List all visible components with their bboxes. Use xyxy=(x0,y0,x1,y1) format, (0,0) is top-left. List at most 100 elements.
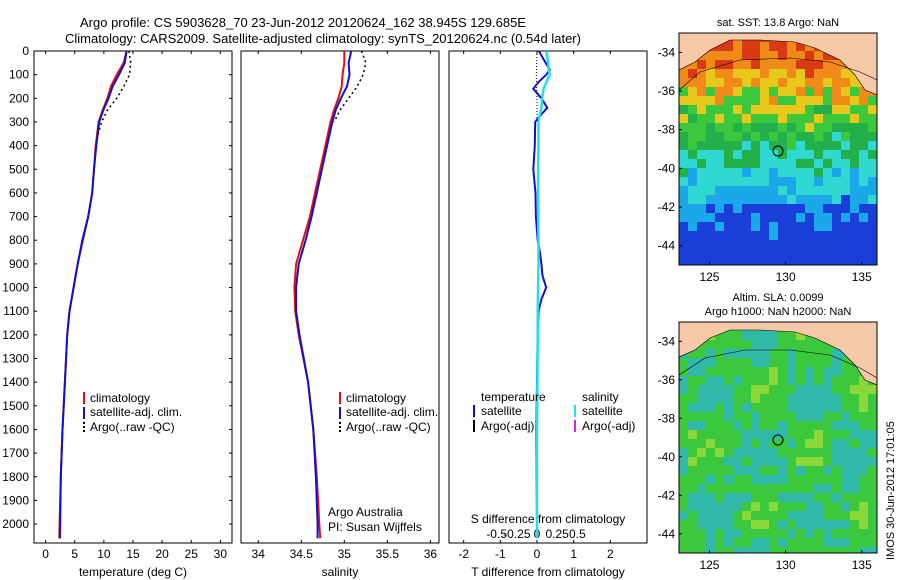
lat-tick-label: -42 xyxy=(658,200,676,214)
sla-cell xyxy=(706,457,716,467)
sla-cell xyxy=(769,538,779,548)
sla-cell xyxy=(787,439,797,449)
sst-cell xyxy=(841,141,851,151)
sla-cell xyxy=(679,421,689,431)
x-tick-label: 34 xyxy=(252,547,266,561)
sla-cell xyxy=(679,385,689,395)
sla-cell xyxy=(751,502,761,512)
sst-cell xyxy=(823,114,833,124)
sla-cell xyxy=(823,511,833,521)
sla-cell xyxy=(760,358,770,368)
sla-cell xyxy=(868,493,877,503)
sst-cell xyxy=(724,42,734,52)
sst-cell xyxy=(688,222,698,232)
sla-cell xyxy=(760,349,770,359)
sst-cell xyxy=(751,177,761,187)
sla-cell xyxy=(679,529,689,539)
sla-cell xyxy=(706,520,716,530)
sla-cell xyxy=(814,457,824,467)
sst-cell xyxy=(679,222,689,232)
sla-cell xyxy=(697,349,707,359)
sst-cell xyxy=(769,168,779,178)
sla-cell xyxy=(733,412,743,422)
sla-cell xyxy=(823,538,833,548)
sst-cell xyxy=(742,249,752,259)
sla-cell xyxy=(688,439,698,449)
sla-cell xyxy=(742,457,752,467)
sla-cell xyxy=(823,403,833,413)
sla-cell xyxy=(832,412,842,422)
sla-cell xyxy=(706,403,716,413)
sst-cell xyxy=(742,114,752,124)
sla-cell xyxy=(850,466,860,476)
sst-cell xyxy=(724,258,734,265)
sst-cell xyxy=(679,177,689,187)
sla-cell xyxy=(859,502,869,512)
sla-cell xyxy=(724,412,734,422)
sla-cell xyxy=(742,502,752,512)
sla-cell xyxy=(715,403,725,413)
sla-cell xyxy=(805,457,815,467)
depth-tick-label: 0 xyxy=(22,44,29,58)
sst-cell xyxy=(769,204,779,214)
sla-cell xyxy=(805,349,815,359)
sla-cell xyxy=(868,475,877,485)
sla-cell xyxy=(697,547,707,553)
sla-cell xyxy=(706,538,716,548)
sla-cell xyxy=(787,493,797,503)
sla-cell xyxy=(787,340,797,350)
sla-cell xyxy=(796,403,806,413)
sst-cell xyxy=(742,186,752,196)
sla-cell xyxy=(706,448,716,458)
sst-cell xyxy=(733,204,743,214)
sst-cell xyxy=(805,60,815,70)
sst-cell xyxy=(778,42,788,52)
sla-cell xyxy=(778,475,788,485)
sla-cell xyxy=(751,529,761,539)
sst-cell xyxy=(751,168,761,178)
sst-cell xyxy=(787,159,797,169)
x-tick-label: 35.5 xyxy=(376,547,400,561)
sla-cell xyxy=(868,511,877,521)
sla-cell xyxy=(697,457,707,467)
sst-cell xyxy=(868,114,877,124)
sst-cell xyxy=(706,78,716,88)
sst-cell xyxy=(769,123,779,133)
lat-tick-label: -34 xyxy=(658,334,676,348)
sla-cell xyxy=(805,430,815,440)
sla-cell xyxy=(679,376,689,386)
sla-cell xyxy=(841,466,851,476)
sst-cell xyxy=(769,78,779,88)
sst-cell xyxy=(742,123,752,133)
s-diff-tick-label: -0.25 xyxy=(503,527,531,541)
sla-cell xyxy=(733,520,743,530)
sla-cell xyxy=(823,376,833,386)
sst-cell xyxy=(805,105,815,115)
sla-cell xyxy=(859,448,869,458)
sla-cell xyxy=(814,403,824,413)
sla-cell xyxy=(796,376,806,386)
sst-cell xyxy=(715,51,725,61)
sla-cell xyxy=(805,547,815,553)
sla-cell xyxy=(751,448,761,458)
sla-cell xyxy=(796,349,806,359)
sst-cell xyxy=(814,249,824,259)
sla-cell xyxy=(679,412,689,422)
sla-cell xyxy=(814,430,824,440)
sst-cell xyxy=(868,186,877,196)
sla-cell xyxy=(778,529,788,539)
sst-map-panel: sat. SST: 13.8 Argo: NaN -34 -36 -38 -40 -42… xyxy=(658,17,878,284)
sla-cell xyxy=(868,457,877,467)
depth-tick-label: 800 xyxy=(9,233,29,247)
sst-cell xyxy=(715,78,725,88)
sla-cell xyxy=(850,376,860,386)
sst-cell xyxy=(742,132,752,142)
depth-tick-label: 500 xyxy=(9,162,29,176)
legend-sal-argo-label: Argo(-adj) xyxy=(582,419,635,433)
sst-cell xyxy=(751,114,761,124)
sst-cell xyxy=(715,96,725,106)
sst-cell xyxy=(805,240,815,250)
sst-cell xyxy=(868,159,877,169)
sst-cell xyxy=(832,96,842,106)
sla-cell xyxy=(823,529,833,539)
